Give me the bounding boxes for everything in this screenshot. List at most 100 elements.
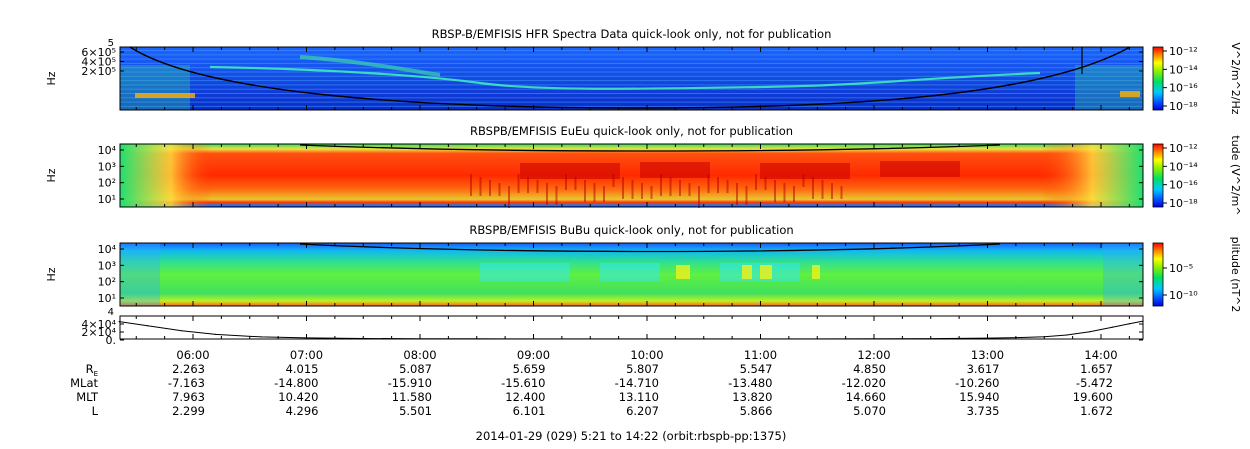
x-tick-label: 14:00: [1084, 348, 1117, 362]
line-point: [1089, 331, 1091, 333]
ephemeris-value: -5.472: [1076, 376, 1113, 390]
line-point: [1128, 323, 1130, 325]
y-tick-label: 10⁴: [98, 243, 117, 256]
y-top-tick-label: 4: [108, 307, 114, 318]
y-axis-label: Hz: [45, 71, 58, 85]
y-axis-label: Hz: [45, 267, 58, 281]
colorbar: [1152, 143, 1164, 208]
ephemeris-value: 2.263: [172, 362, 205, 376]
ephemeris-value: 4.850: [853, 362, 886, 376]
ephemeris-value: 13.820: [732, 390, 772, 404]
ephemeris-value: -14.800: [274, 376, 318, 390]
ephemeris-value: 2.299: [172, 404, 205, 418]
ephemeris-value: 4.296: [286, 404, 319, 418]
spectrogram-background: [120, 316, 1143, 339]
line-point: [215, 333, 217, 335]
line-point: [260, 336, 262, 338]
x-tick-label: 12:00: [857, 348, 890, 362]
y-tick-label: 10³: [98, 160, 116, 173]
colorbar-label: tude (V^2/m^: [1229, 135, 1242, 215]
colorbar-tick-label: 10⁻¹²: [1169, 45, 1198, 58]
ephemeris-value: -15.910: [388, 376, 432, 390]
line-point: [147, 325, 149, 327]
y-tick-label: 10¹: [98, 292, 116, 305]
y-axis-label: Hz: [45, 168, 58, 182]
colorbar-tick-label: 10⁻¹⁸: [1169, 197, 1198, 210]
ephemeris-value: -12.020: [842, 376, 886, 390]
ephemeris-value: 13.110: [619, 390, 659, 404]
colorbar-tick-label: 10⁻⁵: [1169, 262, 1193, 275]
y-tick-label: 10²: [98, 276, 116, 289]
y-tick-label: 2×10⁵: [81, 65, 116, 78]
ephemeris-value: 19.600: [1073, 390, 1113, 404]
colorbar-tick-label: 10⁻¹⁶: [1169, 179, 1198, 192]
ephemeris-value: 15.940: [959, 390, 999, 404]
ephemeris-value: 11.580: [392, 390, 432, 404]
ephemeris-value: -13.480: [728, 376, 772, 390]
panel-title: RBSPB/EMFISIS BuBu quick-look only, not …: [469, 223, 793, 237]
ephemeris-value: 3.617: [967, 362, 1000, 376]
panel-2: [120, 144, 1143, 208]
ephemeris-value: 7.963: [172, 390, 205, 404]
ephemeris-value: 1.672: [1080, 404, 1113, 418]
colorbar-tick-label: 10⁻¹²: [1169, 142, 1198, 155]
colorbar-tick-label: 10⁻¹⁰: [1169, 289, 1198, 302]
y-tick-label: 4×10⁴: [81, 318, 116, 331]
ephemeris-value: 5.866: [740, 404, 773, 418]
line-point: [181, 330, 183, 332]
footer-caption: 2014-01-29 (029) 5:21 to 14:22 (orbit:rb…: [476, 429, 787, 443]
panel-title: RBSPB/EMFISIS EuEu quick-look only, not …: [470, 124, 793, 138]
colorbar-tick-label: 10⁻¹⁴: [1169, 160, 1198, 173]
colorbar-tick-label: 10⁻¹⁴: [1169, 63, 1198, 76]
x-tick-label: 06:00: [176, 348, 209, 362]
ephemeris-value: 3.735: [967, 404, 1000, 418]
ephemeris-value: 1.657: [1080, 362, 1113, 376]
x-tick-label: 11:00: [744, 348, 777, 362]
colorbar-label: plitude (nT^2: [1229, 237, 1242, 313]
y-tick-label: 0.: [106, 334, 117, 347]
ephemeris-value: 5.087: [399, 362, 432, 376]
y-tick-label: 10²: [98, 177, 116, 190]
ephemeris-value: 4.015: [286, 362, 319, 376]
colorbar-tick-label: 10⁻¹⁸: [1169, 100, 1198, 113]
x-tick-label: 13:00: [971, 348, 1004, 362]
x-tick-label: 09:00: [517, 348, 550, 362]
line-point: [1066, 334, 1068, 336]
x-tick-label: 10:00: [630, 348, 663, 362]
ephemeris-row-label: MLT: [76, 390, 99, 404]
y-tick-label: 4×10⁵: [81, 56, 116, 69]
ephemeris-value: 5.807: [626, 362, 659, 376]
ephemeris-value: -7.163: [168, 376, 205, 390]
colorbar-label: V^2/m^2/Hz: [1229, 42, 1242, 114]
y-tick-label: 10⁴: [98, 144, 117, 157]
ephemeris-value: 5.501: [399, 404, 432, 418]
y-tick-label: 2×10⁴: [81, 326, 116, 339]
panel-1: [120, 46, 1143, 110]
ephemeris-row-label: L: [92, 404, 99, 418]
panel-frame: [119, 315, 1144, 340]
panel-4: [118, 316, 1144, 340]
colorbar: [1152, 242, 1164, 307]
ephemeris-row-label: MLat: [70, 376, 98, 390]
colorbar-tick-label: 10⁻¹⁶: [1169, 82, 1198, 95]
line-point: [1111, 326, 1113, 328]
panel-3: [120, 243, 1143, 306]
spectrogram-background: [120, 47, 1143, 110]
panel-frame: [119, 46, 1144, 111]
y-tick-label: 10³: [98, 259, 116, 272]
panel-frame: [119, 242, 1144, 307]
ephemeris-value: 6.207: [626, 404, 659, 418]
ephemeris-value: 12.400: [505, 390, 545, 404]
ephemeris-value: 5.659: [513, 362, 546, 376]
ephemeris-value: -15.610: [501, 376, 545, 390]
y-tick-label: 10¹: [98, 193, 116, 206]
x-tick-label: 08:00: [403, 348, 436, 362]
ephemeris-value: 5.547: [740, 362, 773, 376]
ephemeris-value: 10.420: [278, 390, 318, 404]
panel-title: RBSP-B/EMFISIS HFR Spectra Data quick-lo…: [432, 27, 832, 41]
ephemeris-subscript: E: [94, 370, 98, 378]
ephemeris-value: -10.260: [955, 376, 999, 390]
x-tick-label: 07:00: [290, 348, 323, 362]
y-top-tick-label: 5: [108, 38, 114, 49]
